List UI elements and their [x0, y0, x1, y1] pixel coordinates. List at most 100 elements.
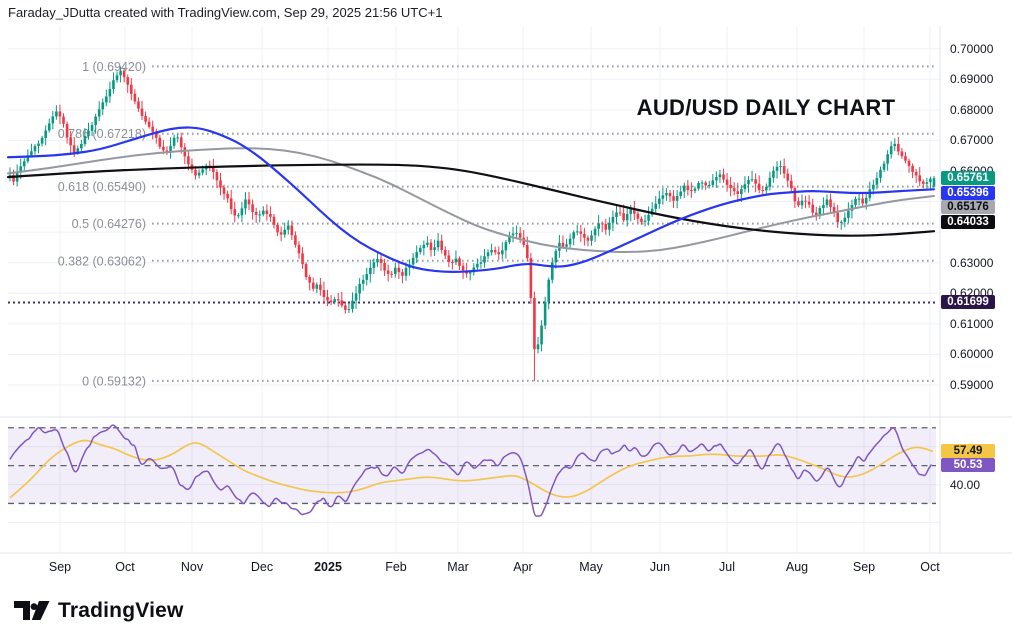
candle-body: [65, 123, 69, 138]
candle-body: [105, 96, 108, 103]
candle-body: [729, 184, 732, 189]
candle-body: [426, 242, 429, 245]
candle-body: [229, 198, 233, 210]
candle-body: [586, 237, 590, 241]
candle-body: [668, 193, 672, 197]
candle-body: [590, 235, 593, 241]
candle-body: [30, 151, 33, 156]
candle-body: [8, 174, 12, 176]
candle-body: [597, 223, 600, 229]
candle-body: [789, 180, 793, 189]
candle-body: [511, 233, 515, 236]
candle-body: [308, 277, 311, 283]
candle-body: [461, 265, 465, 271]
candle-body: [797, 201, 800, 206]
candle-body: [921, 181, 925, 184]
candle-body: [351, 300, 354, 310]
candle-body: [882, 163, 886, 170]
candle-body: [929, 178, 932, 183]
candle-body: [383, 262, 386, 271]
candle-body: [397, 267, 401, 273]
fib-label-1: 0.786 (0.67218): [58, 127, 146, 141]
candle-body: [786, 173, 790, 181]
candle-body: [829, 199, 832, 208]
candle-body: [572, 232, 575, 239]
candle-body: [918, 175, 922, 182]
candle-body: [443, 249, 447, 256]
candle-body: [904, 156, 907, 161]
candle-body: [436, 240, 440, 248]
time-axis-label-aug: Aug: [785, 560, 809, 574]
candle-body: [283, 229, 287, 235]
ma-slow-black: [6, 163, 936, 237]
candle-body: [529, 258, 533, 298]
candle-body: [301, 253, 304, 265]
candle-body: [747, 179, 750, 185]
candle-body: [665, 193, 668, 196]
candle-body: [151, 126, 155, 132]
candle-body: [179, 137, 183, 148]
candle-body: [219, 180, 222, 188]
candle-body: [212, 166, 215, 173]
candle-body: [401, 272, 404, 276]
candle-body: [90, 125, 94, 131]
time-axis-label-feb: Feb: [385, 560, 407, 574]
ma-black-price-label: 0.64033: [941, 214, 995, 229]
candle-body: [133, 93, 137, 102]
candle-body: [629, 209, 633, 214]
candle-body: [112, 80, 115, 90]
candle-body: [376, 259, 379, 263]
candle-body: [176, 137, 179, 139]
candle-body: [800, 200, 804, 206]
candle-body: [547, 279, 551, 302]
candle-body: [333, 299, 336, 303]
ma-fast-blue: [6, 126, 936, 273]
last-price-label: 0.65761: [941, 171, 995, 186]
fib-label-3: 0.5 (0.64276): [72, 217, 146, 231]
candle-body: [565, 244, 568, 247]
time-axis-label-jul: Jul: [719, 560, 735, 574]
candle-body: [654, 203, 658, 209]
tradingview-logo[interactable]: TradingView: [14, 599, 184, 623]
candle-body: [640, 218, 643, 223]
candle-body: [418, 248, 422, 253]
rsi-line: [9, 424, 933, 517]
rsi-ma-line: [9, 439, 934, 499]
candle-body: [886, 154, 889, 164]
candle-body: [615, 212, 618, 218]
candle-body: [468, 272, 472, 274]
candle-body: [522, 237, 526, 245]
candle-body: [276, 224, 279, 233]
candle-body: [187, 156, 190, 165]
candle-body: [608, 222, 611, 230]
candle-body: [479, 262, 483, 264]
candle-body: [707, 184, 711, 186]
candle-body: [732, 188, 736, 192]
time-axis-label-2025: 2025: [314, 560, 342, 574]
candle-body: [754, 179, 757, 184]
candle-body: [536, 344, 540, 350]
candle-body: [390, 273, 394, 275]
candle-body: [197, 172, 201, 176]
candle-body: [476, 263, 479, 268]
candle-body: [554, 250, 558, 263]
tradingview-logo-text: TradingView: [58, 599, 184, 622]
candle-body: [344, 305, 347, 310]
candle-body: [55, 111, 58, 117]
candle-body: [215, 172, 219, 181]
candle-body: [625, 213, 629, 221]
candle-body: [647, 214, 650, 221]
candle-body: [765, 186, 768, 191]
candle-body: [518, 233, 522, 238]
candle-body: [550, 262, 554, 280]
candle-body: [508, 235, 511, 243]
time-axis-label-may: May: [579, 560, 603, 574]
candle-body: [240, 208, 244, 216]
candle-body: [914, 172, 918, 176]
time-axis-label-sep: Sep: [852, 560, 876, 574]
candle-body: [137, 101, 140, 109]
candle-body: [875, 177, 879, 185]
candle-body: [94, 116, 97, 126]
candle-body: [864, 197, 868, 204]
